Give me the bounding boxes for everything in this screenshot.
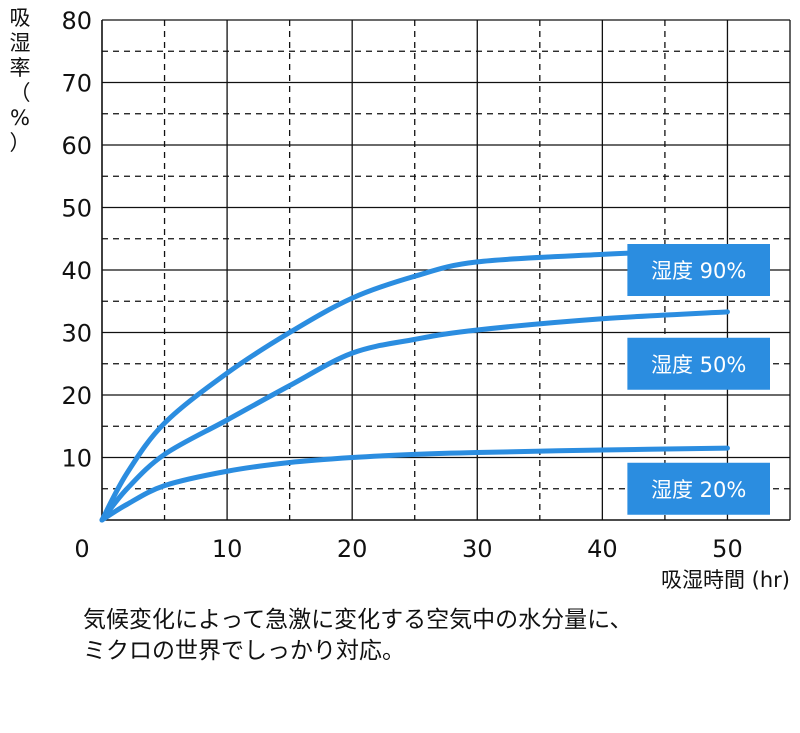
y-tick-label: 10 — [61, 445, 92, 473]
series-line — [99, 309, 730, 523]
x-tick-label: 50 — [712, 535, 743, 563]
y-axis-label-char: 湿 — [9, 31, 31, 55]
series-label-box — [627, 244, 770, 296]
y-tick-label: 40 — [61, 257, 92, 285]
y-tick-label: 80 — [61, 7, 92, 35]
y-tick-label: 20 — [61, 382, 92, 410]
series-lines — [99, 246, 730, 523]
y-tick-label: 60 — [61, 132, 92, 160]
series-label: 湿度 50% — [651, 353, 746, 377]
series-line — [99, 445, 730, 523]
caption: 気候変化によって急激に変化する空気中の水分量に、 ミクロの世界でしっかり対応。 — [83, 605, 632, 667]
y-tick-label: 30 — [61, 320, 92, 348]
x-tick-label: 10 — [212, 535, 243, 563]
series-line — [99, 246, 730, 523]
humidity-absorption-chart: 湿度 90% 湿度 50% 湿度 20% 10 20 30 40 50 60 70 80 0 10 20… — [61, 7, 791, 592]
y-tick-label: 70 — [61, 70, 92, 98]
tick-labels: 10 20 30 40 50 60 70 80 0 10 20 30 40 50 — [61, 7, 742, 563]
y-axis-label-char: 吸 — [9, 6, 31, 30]
caption-line-2: ミクロの世界でしっかり対応。 — [83, 638, 405, 664]
x-axis-label: 吸湿時間 (hr) — [661, 568, 790, 592]
y-axis-label: 吸 湿 率 （ % ） — [6, 6, 34, 156]
series-label-box — [627, 337, 770, 390]
caption-line-1: 気候変化によって急激に変化する空気中の水分量に、 — [83, 607, 633, 633]
x-tick-label: 20 — [337, 535, 368, 563]
y-axis-label-char: ） — [9, 131, 31, 155]
y-axis-label-char: （ — [9, 81, 31, 105]
series-label-box — [627, 462, 770, 515]
x-tick-label: 0 — [74, 535, 89, 563]
y-tick-label: 50 — [61, 195, 92, 223]
x-tick-label: 40 — [587, 535, 618, 563]
series-label: 湿度 20% — [651, 478, 746, 502]
x-tick-label: 30 — [462, 535, 493, 563]
y-axis-label-char: % — [10, 106, 30, 130]
legend: 湿度 90% 湿度 50% 湿度 20% — [627, 244, 770, 515]
y-axis-label-char: 率 — [9, 56, 31, 80]
series-label: 湿度 90% — [651, 259, 746, 283]
